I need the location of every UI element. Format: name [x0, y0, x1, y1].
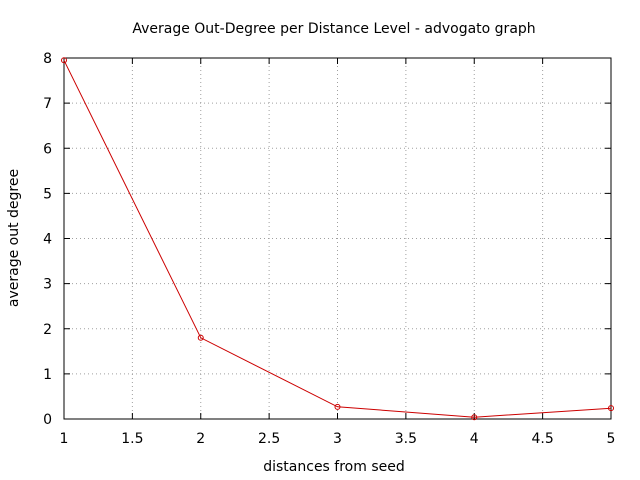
x-tick-label: 2.5 — [258, 431, 280, 447]
x-tick-label: 3.5 — [395, 431, 417, 447]
x-tick-label: 2 — [196, 431, 205, 447]
y-tick-label: 7 — [43, 96, 52, 112]
series-layer — [61, 57, 614, 421]
y-axis-label: average out degree — [6, 169, 22, 307]
chart-title: Average Out-Degree per Distance Level - … — [132, 21, 535, 37]
x-tick-label: 1.5 — [121, 431, 143, 447]
data-point — [334, 403, 341, 410]
y-tick-label: 5 — [43, 186, 52, 202]
x-tick-label: 5 — [607, 431, 616, 447]
data-point — [471, 414, 478, 421]
series-line — [63, 60, 612, 418]
grid-layer — [64, 58, 611, 419]
y-tick-label: 8 — [43, 51, 52, 67]
x-axis-label: distances from seed — [263, 459, 405, 475]
y-tick-label: 6 — [43, 141, 52, 157]
data-point — [608, 405, 614, 412]
x-tick-label: 4 — [470, 431, 479, 447]
y-tick-label: 4 — [43, 232, 52, 248]
y-tick-label: 0 — [43, 412, 52, 428]
data-point — [197, 334, 204, 341]
y-tick-label: 1 — [43, 367, 52, 383]
data-point — [61, 57, 67, 64]
y-tick-label: 2 — [43, 322, 52, 338]
x-tick-label: 1 — [60, 431, 69, 447]
x-tick-label: 3 — [333, 431, 342, 447]
x-tick-label: 4.5 — [531, 431, 553, 447]
y-tick-label: 3 — [43, 277, 52, 293]
